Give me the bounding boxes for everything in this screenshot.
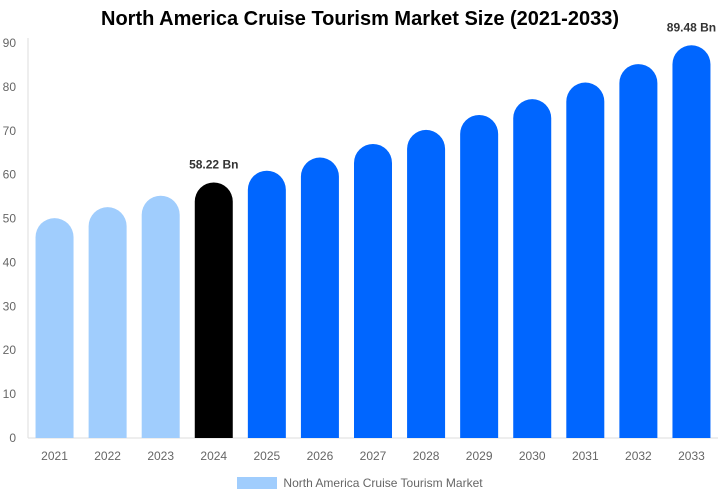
x-tick-label: 2024	[200, 449, 227, 463]
y-tick-label: 10	[3, 387, 17, 401]
x-tick-label: 2028	[413, 449, 440, 463]
x-tick-label: 2032	[625, 449, 652, 463]
x-tick-label: 2026	[307, 449, 334, 463]
y-tick-label: 30	[3, 299, 17, 313]
x-tick-label: 2031	[572, 449, 599, 463]
legend-swatch	[237, 477, 278, 489]
y-tick-label: 20	[3, 343, 17, 357]
y-tick-label: 40	[3, 255, 17, 269]
data-label: 58.22 Bn	[189, 157, 238, 171]
bar-2033[interactable]	[672, 45, 711, 438]
bar-2029[interactable]	[460, 114, 499, 438]
bar-2028[interactable]	[407, 129, 446, 438]
bar-2031[interactable]	[566, 82, 605, 439]
legend[interactable]: North America Cruise Tourism Market	[0, 476, 720, 490]
y-tick-label: 70	[3, 124, 17, 138]
x-tick-label: 2021	[41, 449, 68, 463]
y-tick-label: 50	[3, 212, 17, 226]
legend-label: North America Cruise Tourism Market	[283, 476, 483, 490]
y-tick-label: 90	[3, 36, 17, 50]
x-tick-label: 2033	[678, 449, 705, 463]
data-label: 89.48 Bn	[667, 20, 716, 34]
bar-2024[interactable]	[194, 182, 233, 438]
bar-2023[interactable]	[141, 195, 180, 438]
chart-title: North America Cruise Tourism Market Size…	[101, 8, 619, 30]
x-tick-label: 2029	[466, 449, 493, 463]
bar-2026[interactable]	[300, 157, 339, 439]
x-tick-label: 2025	[253, 449, 280, 463]
bar-2021[interactable]	[35, 218, 74, 438]
y-tick-label: 80	[3, 80, 17, 94]
bar-2030[interactable]	[513, 99, 552, 438]
bar-2025[interactable]	[247, 170, 286, 438]
x-tick-label: 2030	[519, 449, 546, 463]
bar-2027[interactable]	[354, 143, 392, 438]
x-tick-label: 2027	[360, 449, 387, 463]
bar-2032[interactable]	[619, 64, 658, 439]
x-tick-label: 2022	[94, 449, 121, 463]
x-tick-label: 2023	[147, 449, 174, 463]
y-tick-label: 60	[3, 168, 17, 182]
bar-2022[interactable]	[88, 207, 127, 438]
y-tick-label: 0	[9, 431, 16, 445]
